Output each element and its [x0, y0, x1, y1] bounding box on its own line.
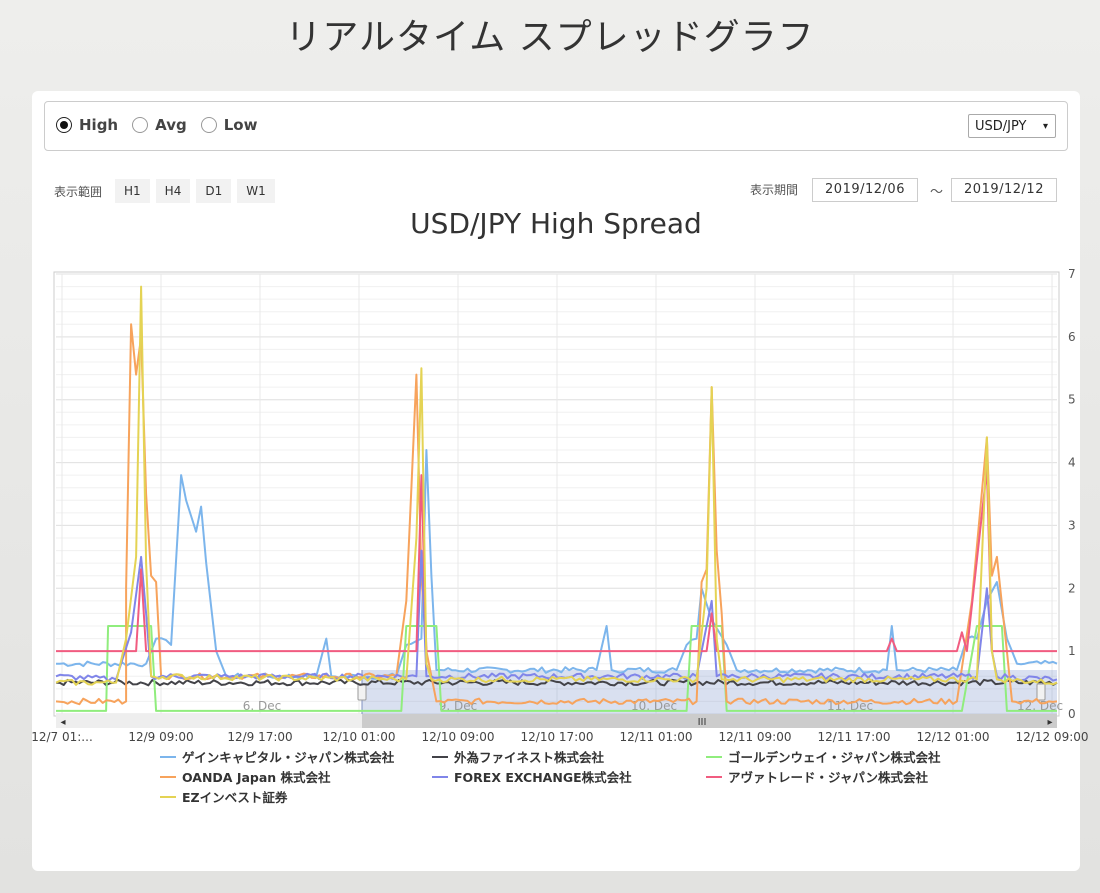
navigator-date-label: 10. Dec [631, 699, 677, 713]
x-tick-label: 12/9 17:00 [227, 730, 292, 744]
scrollbar-thumb [362, 714, 1057, 728]
currency-pair-value: USD/JPY [975, 119, 1027, 134]
series-line [55, 285, 1058, 686]
chevron-down-icon: ▾ [1042, 121, 1048, 132]
series-line [56, 467, 1057, 653]
x-tick-label: 12/10 17:00 [521, 730, 594, 744]
range-label: 表示範囲 [54, 185, 103, 199]
y-tick-label: 6 [1068, 330, 1076, 344]
scroll-right-arrow: ▸ [1047, 717, 1052, 728]
page-title: リアルタイム スプレッドグラフ [285, 17, 815, 58]
radio-low-indicator[interactable] [200, 117, 217, 133]
spread-type-radio-group: High Avg Low [56, 116, 257, 134]
range-button-d1[interactable]: D1 [196, 179, 232, 203]
radio-low[interactable]: Low [200, 116, 258, 134]
legend-item: OANDA Japan 株式会社 [182, 770, 331, 785]
toolbar: High Avg Low USD/JPY ▾ [44, 101, 1068, 151]
legend-item: EZインベスト証券 [182, 790, 288, 805]
scroll-left-arrow: ◂ [60, 717, 65, 728]
radio-low-label: Low [223, 116, 258, 134]
y-tick-label: 0 [1068, 707, 1076, 721]
x-tick-label: 12/11 17:00 [818, 730, 891, 744]
x-tick-label: 12/7 01:... [31, 730, 93, 744]
navigator-date-label: 6. Dec [243, 699, 281, 713]
x-tick-label: 12/12 09:00 [1016, 730, 1089, 744]
navigator-handle-left [357, 683, 367, 701]
legend-item: アヴァトレード・ジャパン株式会社 [728, 770, 929, 785]
y-tick-label: 3 [1068, 518, 1076, 532]
legend-item: FOREX EXCHANGE株式会社 [454, 770, 632, 785]
currency-pair-select[interactable]: USD/JPY ▾ [968, 114, 1056, 138]
plot-frame [53, 271, 1060, 717]
period-label: 表示期間 [750, 183, 799, 197]
x-tick-label: 12/12 01:00 [917, 730, 990, 744]
y-tick-label: 5 [1068, 393, 1076, 407]
y-tick-label: 1 [1068, 644, 1076, 658]
navigator-date-label: 9. Dec [439, 699, 477, 713]
radio-avg-indicator[interactable] [132, 117, 149, 133]
chart-title: USD/JPY High Spread [410, 207, 702, 240]
radio-avg-label: Avg [155, 116, 187, 134]
range-buttons: H1 H4 D1 W1 [115, 179, 275, 203]
legend-item: ゴールデンウェイ・ジャパン株式会社 [728, 750, 941, 765]
navigator-handle-right [1036, 683, 1046, 701]
range-button-h4[interactable]: H4 [155, 179, 191, 203]
x-tick-label: 12/9 09:00 [128, 730, 193, 744]
radio-avg[interactable]: Avg [132, 116, 187, 134]
radio-high-indicator[interactable] [56, 117, 72, 133]
radio-high[interactable]: High [56, 116, 118, 134]
x-tick-label: 12/10 01:00 [323, 730, 396, 744]
date-to-input[interactable]: 2019/12/12 [951, 178, 1057, 202]
series-line [55, 678, 1058, 687]
x-tick-label: 12/11 01:00 [620, 730, 693, 744]
legend-item: ゲインキャピタル・ジャパン株式会社 [182, 750, 395, 765]
date-range-tilde: ～ [930, 185, 944, 200]
date-from-input[interactable]: 2019/12/06 [812, 178, 918, 202]
x-tick-label: 12/10 09:00 [422, 730, 495, 744]
scrollbar-grip: III [698, 717, 707, 728]
legend-item: 外為ファイネスト株式会社 [453, 750, 605, 765]
range-button-h1[interactable]: H1 [115, 179, 150, 203]
y-tick-label: 7 [1068, 267, 1076, 281]
range-button-w1[interactable]: W1 [237, 179, 275, 203]
y-tick-label: 2 [1068, 581, 1076, 595]
y-tick-label: 4 [1068, 456, 1076, 470]
x-tick-label: 12/11 09:00 [719, 730, 792, 744]
series-line [56, 625, 1057, 712]
radio-high-label: High [79, 116, 119, 134]
